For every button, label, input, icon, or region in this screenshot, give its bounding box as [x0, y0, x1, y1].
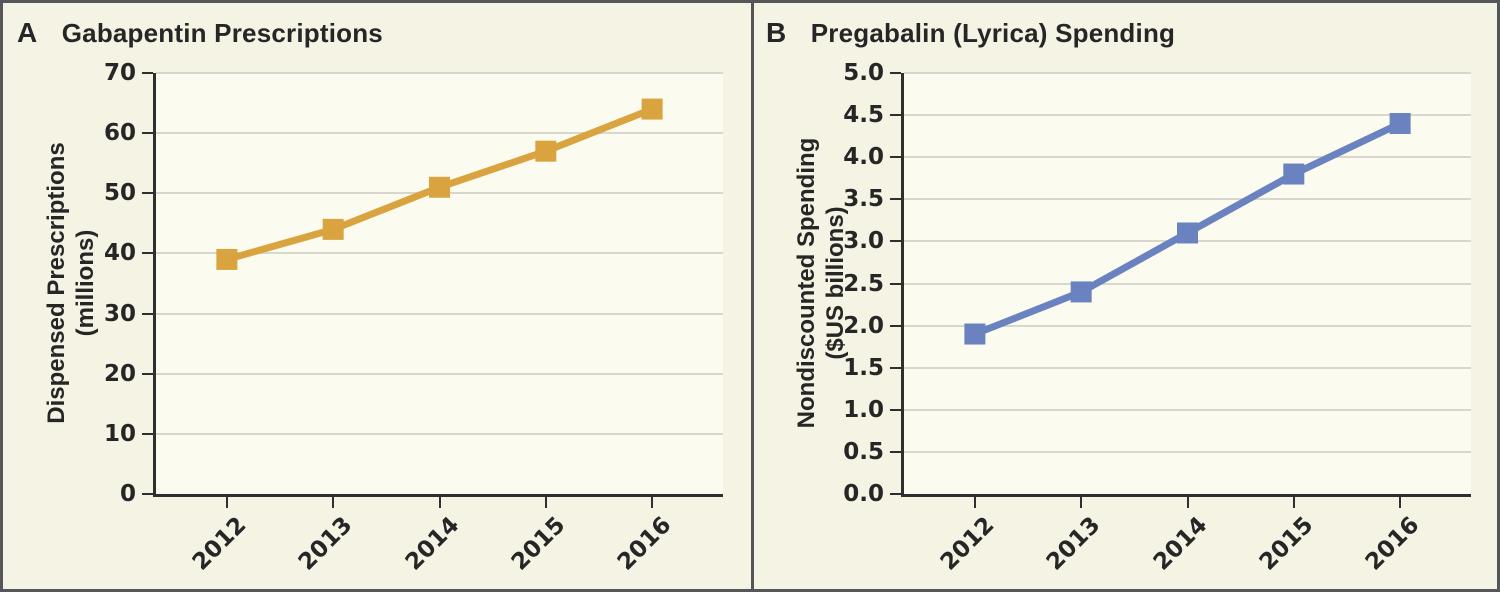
y-axis-tick — [890, 114, 901, 117]
y-axis-tick — [890, 324, 901, 327]
y-axis-tick-label: 0.0 — [843, 481, 884, 507]
y-axis-tick-label: 0.5 — [843, 438, 884, 465]
y-axis-tick-label: 70 — [103, 60, 136, 86]
gridline — [904, 366, 1471, 369]
panel-b-plot-area: 0.0 0.5 1.0 1.5 2.0 2.5 3.0 3.5 4.0 4.5 5.0 2012 201… — [843, 61, 1471, 576]
y-axis-tick — [890, 156, 901, 159]
data-point-marker — [1070, 281, 1092, 303]
y-axis-tick-label: 3.0 — [843, 228, 884, 255]
y-axis-tick-label: 3.5 — [843, 186, 884, 213]
data-point-marker — [964, 323, 986, 345]
chart-canvas — [964, 113, 1411, 345]
y-axis-tick — [142, 72, 153, 74]
x-axis-tick-label: 2014 — [1148, 512, 1212, 576]
y-axis-tick-label: 4.0 — [843, 144, 884, 171]
data-point-marker — [535, 140, 557, 162]
y-axis-tick — [890, 72, 901, 74]
y-axis-tick — [142, 432, 153, 435]
x-axis-tick — [973, 497, 976, 508]
y-axis-tick — [142, 312, 153, 315]
y-axis-tick — [890, 282, 901, 285]
x-axis-tick — [1399, 497, 1402, 508]
gridline — [904, 156, 1471, 159]
y-axis-tick-label: 10 — [103, 420, 136, 447]
chart-canvas — [216, 98, 663, 270]
x-axis-tick — [1292, 497, 1295, 508]
y-axis-tick-label: 2.5 — [843, 270, 884, 297]
gridline — [904, 72, 1471, 74]
x-axis-tick — [651, 497, 654, 508]
gridline — [156, 252, 723, 255]
y-axis-tick-label: 4.5 — [843, 102, 884, 129]
x-axis-tick — [544, 497, 547, 508]
x-axis-tick-label: 2013 — [293, 512, 358, 576]
panel-a-label: A — [17, 17, 38, 48]
gridline — [904, 198, 1471, 201]
y-axis-tick-label: 20 — [103, 360, 136, 387]
x-axis-tick — [438, 497, 441, 508]
panel-b-label: B — [766, 17, 787, 48]
x-axis-tick-label: 2013 — [1041, 512, 1106, 576]
gridline — [156, 312, 723, 315]
y-axis-tick-label: 30 — [103, 300, 136, 327]
data-point-marker — [1389, 113, 1411, 135]
y-axis-tick-label: 50 — [103, 180, 136, 207]
y-axis-tick — [142, 372, 153, 375]
x-axis-tick — [225, 497, 228, 508]
x-axis-tick-label: 2012 — [187, 512, 252, 576]
x-axis-tick — [332, 497, 335, 508]
x-axis-tick-label: 2012 — [935, 512, 1000, 576]
gridline — [156, 72, 723, 74]
x-axis-tick-label: 2016 — [1360, 512, 1425, 576]
y-axis-tick-label: 2.0 — [843, 312, 884, 339]
y-axis-tick-label: 1.5 — [843, 354, 884, 381]
panel-b-header: B Pregabalin (Lyrica) Spending — [766, 17, 1175, 49]
gridline — [156, 432, 723, 435]
y-axis-tick — [890, 408, 901, 411]
x-axis-tick — [1186, 497, 1189, 508]
y-axis-tick — [890, 366, 901, 369]
y-axis-tick — [890, 450, 901, 453]
panel-b-title: Pregabalin (Lyrica) Spending — [810, 18, 1176, 48]
panel-divider — [751, 3, 754, 589]
data-point-marker — [1283, 163, 1305, 185]
y-axis-tick-label: 1.0 — [843, 396, 884, 423]
gridline — [904, 282, 1471, 285]
y-axis-tick — [890, 240, 901, 243]
x-axis-tick-label: 2016 — [612, 512, 677, 576]
y-axis-tick — [142, 252, 153, 255]
y-axis-tick — [142, 493, 153, 495]
panel-a-header: A Gabapentin Prescriptions — [17, 17, 383, 49]
gridline — [904, 114, 1471, 117]
y-axis-tick-label: 40 — [103, 240, 136, 267]
gridline — [156, 132, 723, 135]
data-point-marker — [429, 176, 450, 198]
panel-a-plot-area: 0 10 20 30 40 50 60 70 2012 2013 2014 2015 2016 — [104, 61, 723, 576]
x-axis-tick-label: 2015 — [1254, 512, 1319, 576]
data-point-marker — [1177, 222, 1198, 244]
y-axis-tick — [890, 198, 901, 201]
y-axis-tick — [890, 493, 901, 495]
x-axis-tick-label: 2014 — [400, 512, 464, 576]
data-point-marker — [641, 98, 663, 120]
y-axis-tick — [142, 192, 153, 195]
gridline — [904, 408, 1471, 411]
x-axis-tick-label: 2015 — [506, 512, 571, 576]
x-axis-tick — [1080, 497, 1083, 508]
gridline — [904, 324, 1471, 327]
gridline — [156, 372, 723, 375]
y-axis-tick-label: 0 — [119, 481, 136, 507]
y-axis-tick-label: 60 — [103, 120, 136, 147]
data-point-marker — [216, 248, 238, 270]
y-axis-tick — [142, 132, 153, 135]
data-point-marker — [322, 218, 344, 240]
panel-a-title: Gabapentin Prescriptions — [61, 18, 383, 48]
gridline — [904, 450, 1471, 453]
y-axis-tick-label: 5.0 — [843, 60, 884, 86]
